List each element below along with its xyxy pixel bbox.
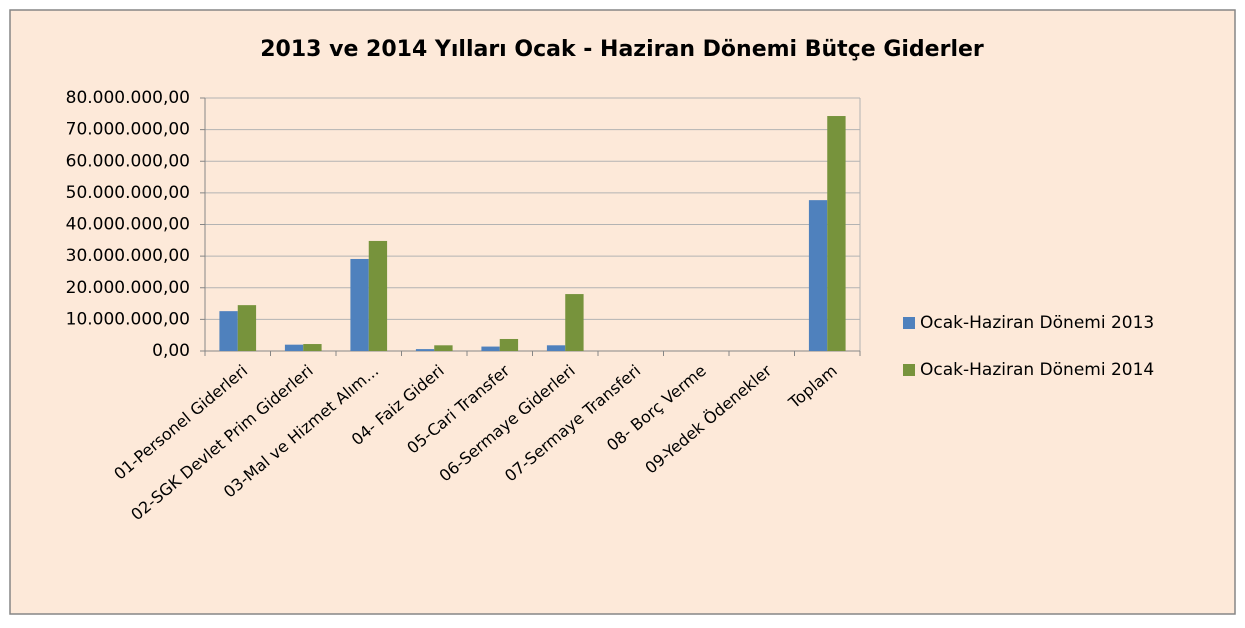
bar (827, 116, 846, 352)
bar (368, 240, 388, 351)
bar (237, 305, 257, 351)
y-tick-label: 50.000.000,00 (66, 183, 190, 203)
bar (499, 338, 519, 351)
y-tick-label: 40.000.000,00 (66, 215, 190, 235)
y-tick-label: 70.000.000,00 (66, 120, 190, 140)
bar (415, 349, 435, 351)
chart-title: 2013 ve 2014 Yılları Ocak - Haziran Döne… (260, 37, 984, 62)
bar (350, 258, 369, 351)
y-tick-label: 60.000.000,00 (66, 151, 190, 171)
y-tick-label: 20.000.000,00 (66, 278, 190, 298)
bar (434, 345, 453, 351)
legend-label: Ocak-Haziran Dönemi 2014 (920, 360, 1154, 380)
bar (546, 345, 566, 351)
bar (219, 311, 238, 351)
bar (284, 344, 304, 351)
bar (808, 200, 828, 351)
bar (303, 344, 322, 351)
y-tick-label: 80.000.000,00 (66, 88, 190, 108)
legend-swatch (903, 317, 915, 329)
bar (481, 346, 500, 351)
y-tick-label: 30.000.000,00 (66, 246, 190, 266)
legend-label: Ocak-Haziran Dönemi 2013 (920, 313, 1154, 333)
chart-background (9, 9, 1236, 615)
legend-swatch (903, 364, 915, 376)
y-tick-label: 10.000.000,00 (66, 309, 190, 329)
y-tick-label: 0,00 (152, 341, 190, 361)
bar (565, 294, 584, 351)
